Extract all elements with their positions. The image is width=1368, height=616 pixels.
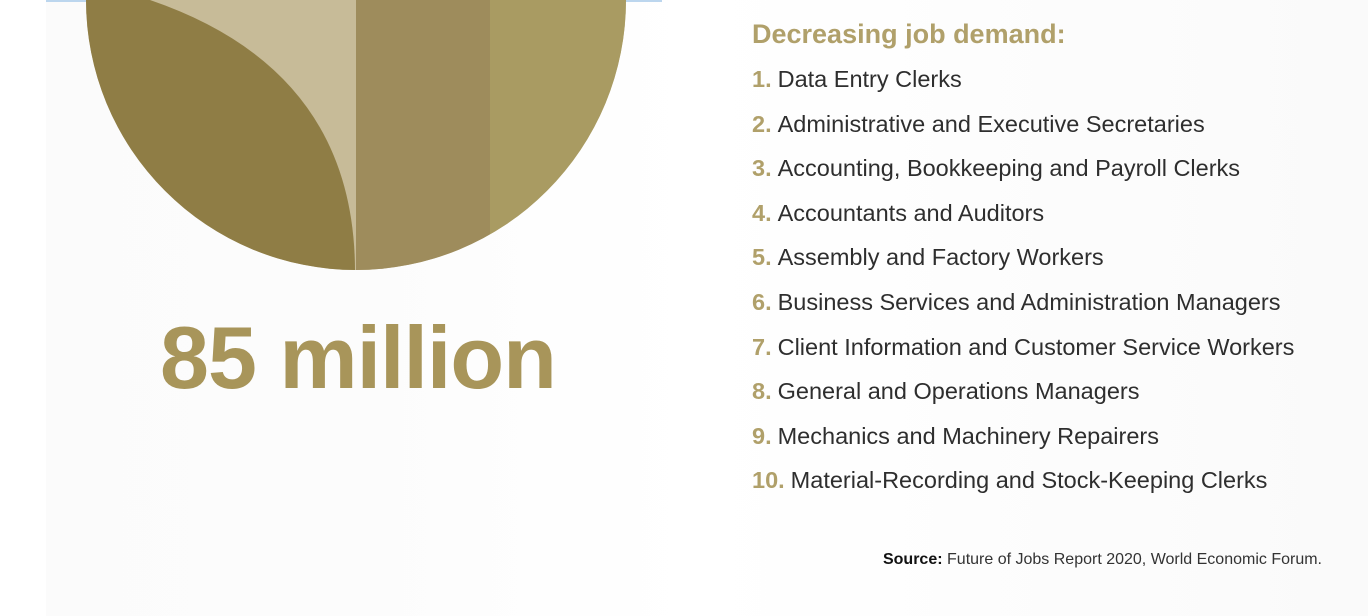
gold-circle-emblem-icon bbox=[86, 0, 626, 270]
list-item-label: Data Entry Clerks bbox=[777, 66, 962, 92]
list-item: 1. Data Entry Clerks bbox=[752, 57, 1352, 102]
list-item-number: 10. bbox=[752, 467, 785, 494]
left-margin bbox=[0, 0, 46, 616]
emblem-right-band bbox=[490, 0, 626, 270]
source-label: Source: bbox=[882, 551, 943, 568]
list-item-number: 7. bbox=[752, 333, 772, 360]
list-item-label: Mechanics and Machinery Repairers bbox=[777, 422, 1160, 449]
list-item: 2. Administrative and Executive Secretari… bbox=[752, 102, 1352, 147]
list-item-label: Accountants and Auditors bbox=[777, 199, 1045, 226]
list-item: 4. Accountants and Auditors bbox=[752, 191, 1352, 236]
list-item: 7. Client Information and Customer Servic… bbox=[752, 325, 1352, 370]
list-item: 8. General and Operations Managers bbox=[752, 369, 1352, 414]
list-item-number: 2. bbox=[752, 110, 772, 137]
emblem-middle-band bbox=[356, 0, 490, 270]
list-item-number: 6. bbox=[752, 288, 772, 315]
list-item: 9. Mechanics and Machinery Repairers bbox=[752, 414, 1352, 459]
list-item-number: 1. bbox=[752, 66, 772, 92]
list-item-label: Administrative and Executive Secretaries bbox=[777, 110, 1205, 137]
source-text: Future of Jobs Report 2020, World Econom… bbox=[947, 551, 1322, 568]
list-item: 5. Assembly and Factory Workers bbox=[752, 235, 1352, 280]
list-item-label: Business Services and Administration Man… bbox=[777, 288, 1281, 315]
job-list: 1. Data Entry Clerks 2. Administrative and… bbox=[752, 57, 1352, 503]
list-item-label: Assembly and Factory Workers bbox=[777, 244, 1104, 271]
headline-number: 85 million bbox=[160, 308, 557, 407]
list-item-number: 4. bbox=[752, 199, 772, 226]
list-item-number: 9. bbox=[752, 422, 772, 449]
list-item-label: Client Information and Customer Service … bbox=[777, 333, 1295, 360]
source-citation: Source: Future of Jobs Report 2020, Worl… bbox=[883, 548, 1322, 572]
list-item-label: Accounting, Bookkeeping and Payroll Cler… bbox=[777, 155, 1241, 182]
list-item: 3. Accounting, Bookkeeping and Payroll Cl… bbox=[752, 146, 1352, 191]
list-item-number: 5. bbox=[752, 244, 772, 271]
list-title: Decreasing job demand: bbox=[752, 19, 1066, 49]
list-item-number: 3. bbox=[752, 155, 772, 182]
list-item: 10. Material-Recording and Stock-Keeping … bbox=[752, 458, 1352, 503]
list-item-number: 8. bbox=[752, 378, 772, 405]
list-item-label: Material-Recording and Stock-Keeping Cle… bbox=[790, 467, 1268, 494]
list-item: 6. Business Services and Administration M… bbox=[752, 280, 1352, 325]
list-item-label: General and Operations Managers bbox=[777, 378, 1140, 405]
